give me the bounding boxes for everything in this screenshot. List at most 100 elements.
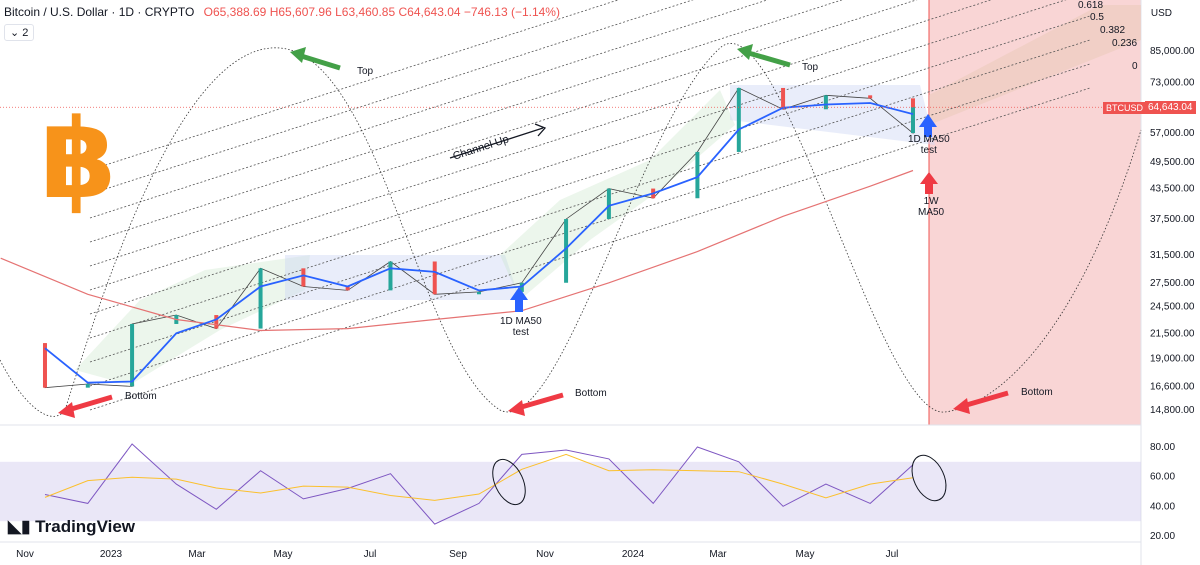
bottom-label-1: Bottom xyxy=(125,391,157,402)
price-candle xyxy=(910,107,915,134)
price-candle xyxy=(42,343,47,388)
close-value: C64,643.04 xyxy=(398,5,461,19)
channel-line xyxy=(89,0,694,195)
projection-band xyxy=(929,5,1141,125)
price-tick-label: 31,500.00 xyxy=(1150,250,1195,261)
price-candle xyxy=(130,323,135,387)
time-tick-label: 2024 xyxy=(622,549,645,560)
tradingview-logo[interactable]: ◣▮ TradingView xyxy=(8,517,135,537)
price-tick-label: 21,500.00 xyxy=(1150,328,1195,339)
price-tick-label: 73,000.00 xyxy=(1150,77,1195,88)
ma50-1d-line xyxy=(44,102,914,384)
cycle-curve xyxy=(0,43,1142,417)
price-tick-label: 27,500.00 xyxy=(1150,278,1195,289)
bottom-arrow-1 xyxy=(58,394,113,418)
price-candle xyxy=(781,87,786,110)
fib-level-label: 0.5 xyxy=(1090,12,1104,23)
rsi-tick-label: 80.00 xyxy=(1150,442,1175,453)
low-value: L63,460.85 xyxy=(335,5,396,19)
price-tick-label: 19,000.00 xyxy=(1150,354,1195,365)
ma50-test-arrow-2 xyxy=(919,114,937,137)
channel-arrow xyxy=(449,123,547,159)
ohlc-readout: O65,388.69 H65,607.96 L63,460.85 C64,643… xyxy=(204,5,560,19)
rsi-tick-label: 20.00 xyxy=(1150,531,1175,542)
channel-line xyxy=(89,0,843,243)
bottom-arrow-3 xyxy=(953,390,1009,414)
time-tick-label: Nov xyxy=(536,549,554,560)
ma1w-label: 1W MA50 xyxy=(918,196,945,218)
rsi-band xyxy=(0,461,1141,522)
ticker-tag: BTCUSD xyxy=(1103,102,1147,114)
rsi-tick-label: 60.00 xyxy=(1150,472,1175,483)
top-arrow-1 xyxy=(290,47,341,71)
consolidation-box-1 xyxy=(285,255,520,300)
price-candle xyxy=(695,151,700,199)
rsi-tick-label: 40.00 xyxy=(1150,501,1175,512)
top-label-2: Top xyxy=(802,62,819,73)
channel-line xyxy=(89,87,1091,411)
channel-line xyxy=(89,0,769,219)
currency-label[interactable]: USD xyxy=(1150,8,1172,19)
time-tick-label: May xyxy=(796,549,815,560)
time-tick-label: 2023 xyxy=(100,549,123,560)
price-tick-label: 49,500.00 xyxy=(1150,157,1195,168)
top-arrow-2 xyxy=(737,44,791,68)
rsi-circle-2 xyxy=(911,454,947,502)
axis-layer: 85,000.00 73,000.00 57,000.00 49,500.00 43,5… xyxy=(16,0,1195,560)
fib-level-label: 0.382 xyxy=(1100,25,1125,36)
channel-line xyxy=(89,0,620,171)
channel-line xyxy=(89,39,1091,363)
price-candle xyxy=(301,268,306,287)
time-tick-label: Jul xyxy=(886,549,899,560)
tradingview-icon: ◣▮ xyxy=(8,517,31,536)
price-candle xyxy=(85,383,90,388)
time-tick-label: May xyxy=(274,549,293,560)
ma50-1w-line xyxy=(0,169,914,332)
price-tick-label: 43,500.00 xyxy=(1150,184,1195,195)
price-tick-label: 85,000.00 xyxy=(1150,46,1195,57)
price-candle xyxy=(388,261,393,291)
price-tick-label: 16,600.00 xyxy=(1150,381,1195,392)
symbol-title[interactable]: Bitcoin / U.S. Dollar · 1D · CRYPTO xyxy=(4,5,195,19)
high-value: H65,607.96 xyxy=(269,5,332,19)
rsi-ma-line xyxy=(44,453,914,501)
time-tick-label: Sep xyxy=(449,549,467,560)
top-label-1: Top xyxy=(357,66,374,77)
rsi-circle-1 xyxy=(492,458,526,506)
bottom-arrow-2 xyxy=(508,392,564,416)
price-candle xyxy=(736,87,741,152)
brand-name: TradingView xyxy=(35,517,135,536)
bottom-label-2: Bottom xyxy=(575,388,607,399)
channel-line xyxy=(89,0,992,291)
price-tick-label: 14,800.00 xyxy=(1150,405,1195,416)
fib-level-label: 0.236 xyxy=(1112,38,1137,49)
time-tick-label: Mar xyxy=(188,549,206,560)
price-tick-label: 57,000.00 xyxy=(1150,128,1195,139)
series-layer xyxy=(0,87,1141,389)
chevron-down-icon: ⌄ xyxy=(10,27,20,39)
price-candle xyxy=(606,188,611,220)
channel-leg-highlight-2 xyxy=(500,90,735,300)
price-candle xyxy=(868,95,873,99)
change-value: −746.13 (−1.14%) xyxy=(463,5,560,19)
price-candle xyxy=(823,95,828,110)
bitcoin-logo-icon: ฿ xyxy=(40,95,117,223)
open-value: O65,388.69 xyxy=(203,5,267,19)
ma1w-arrow xyxy=(920,172,938,194)
channel-line xyxy=(89,15,1091,339)
indicator-toggle[interactable]: ⌄ 2 xyxy=(4,24,35,41)
price-tick-label: 37,500.00 xyxy=(1150,214,1195,225)
last-price-tag: 64,643.04 xyxy=(1145,101,1196,114)
fib-level-label: 0.618 xyxy=(1078,0,1103,11)
price-candle xyxy=(432,261,437,295)
time-tick-label: Jul xyxy=(364,549,377,560)
fib-level-label: 0 xyxy=(1132,61,1138,72)
ma50-test-arrow-1 xyxy=(510,287,528,312)
ma50-test-label-1: 1D MA50 test xyxy=(500,316,542,338)
consolidation-box-2 xyxy=(730,85,935,145)
price-candle xyxy=(564,219,569,283)
price-candle xyxy=(476,291,481,295)
bottom-label-3: Bottom xyxy=(1021,387,1053,398)
channel-line xyxy=(89,0,918,267)
